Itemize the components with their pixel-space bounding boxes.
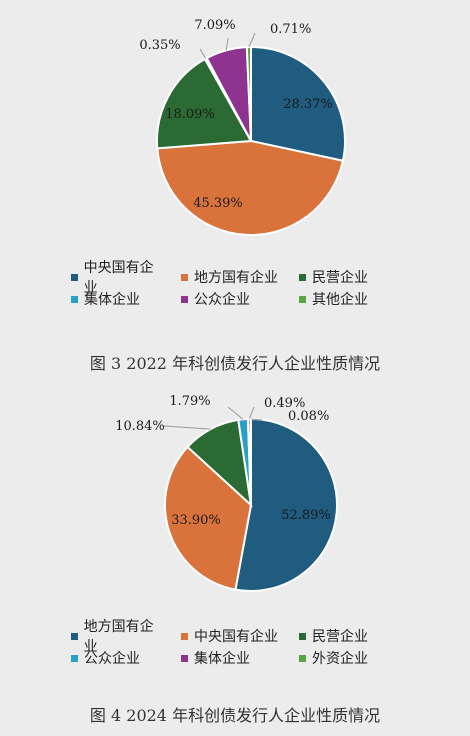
legend-item: 集体企业 [71,289,163,309]
caption-2022: 图 3 2022 年科创债发行人企业性质情况 [89,354,381,373]
legend-label: 集体企业 [194,651,250,667]
legend-label: 民营企业 [312,629,368,645]
slice-label-5: 0.49% [264,396,305,411]
legend-label: 地方国有企业 [83,619,154,655]
legend-row-2: 公众企业 集体企业 外资企业 [0,647,470,669]
legend-swatch [71,295,78,303]
legend-swatch [299,273,306,281]
legend-swatch [71,273,78,281]
legend-swatch [299,654,306,662]
leader-line-5 [248,406,255,420]
legend-row-1: 地方国有企业 中央国有企业 民营企业 [0,619,470,655]
chart-2022: 28.37% 45.39% 18.09% 0.35% 7.09% 0.71% 中央国有企业… [0,18,470,373]
legend-label: 其他企业 [312,292,368,308]
legend-item: 民营企业 [299,267,399,287]
legend-swatch [299,295,306,303]
legend-item: 中央国有企业 [71,257,163,297]
legend-item: 集体企业 [181,648,281,668]
legend-2024: 地方国有企业 中央国有企业 民营企业公众企业 集体企业 外资企业 [0,619,470,669]
legend-item: 公众企业 [71,648,163,668]
slice-label-1: 28.37% [283,97,333,112]
leader-line-4 [227,406,244,420]
pie-slice-2 [164,445,253,591]
pie-slice-1 [234,417,338,592]
legend-item: 民营企业 [299,626,399,646]
leader-line-6 [248,32,256,48]
slice-label-3: 10.84% [115,419,165,434]
pie-slice-1 [250,45,346,162]
leader-line-4 [199,48,207,59]
legend-label: 集体企业 [84,292,140,308]
chart-2024: 52.89% 33.90% 10.84% 1.79% 0.49% 0.08% 地方国有企业… [0,380,470,736]
legend-swatch [181,654,188,662]
slice-label-2: 45.39% [193,196,243,211]
legend-item: 其他企业 [299,289,399,309]
legend-2022: 中央国有企业 地方国有企业 民营企业集体企业 公众企业 其他企业 [0,260,470,310]
legend-label: 外资企业 [312,651,368,667]
slice-label-1: 52.89% [281,508,331,523]
legend-item: 地方国有企业 [181,267,281,287]
legend-swatch [181,632,188,640]
legend-item: 外资企业 [299,648,399,668]
legend-label: 地方国有企业 [194,270,278,286]
legend-label: 民营企业 [312,270,368,286]
legend-row-2: 集体企业 公众企业 其他企业 [0,288,470,310]
leader-line-6 [250,418,263,421]
legend-label: 中央国有企业 [83,260,154,296]
legend-swatch [181,295,188,303]
leader-line-5 [225,37,229,51]
legend-swatch [71,632,78,640]
legend-item: 公众企业 [181,289,281,309]
caption-2024: 图 4 2024 年科创债发行人企业性质情况 [89,706,381,725]
pie-slice-2 [156,139,345,236]
slice-label-4: 0.35% [139,38,180,53]
legend-swatch [181,273,188,281]
legend-row-1: 中央国有企业 地方国有企业 民营企业 [0,260,470,296]
pie-chart-2024: 52.89% 33.90% 10.84% 1.79% 0.49%0.08% [115,394,338,592]
pie-chart-2022: 28.37% 45.39% 18.09% 0.35% 7.09% 0.71% [139,18,346,236]
legend-label: 公众企业 [194,292,250,308]
slice-label-6: 0.08% [288,409,329,424]
slice-label-5: 7.09% [194,18,235,33]
slice-label-3: 18.09% [165,107,215,122]
slice-label-6: 0.71% [270,22,311,37]
legend-label: 公众企业 [84,651,140,667]
legend-item: 地方国有企业 [71,616,163,656]
legend-item: 中央国有企业 [181,626,281,646]
legend-swatch [71,654,78,662]
legend-swatch [299,632,306,640]
slice-label-2: 33.90% [171,513,221,528]
leader-line-3 [163,425,211,430]
slice-label-4: 1.79% [169,394,210,409]
pie-slice-3 [156,57,253,150]
legend-label: 中央国有企业 [194,629,278,645]
